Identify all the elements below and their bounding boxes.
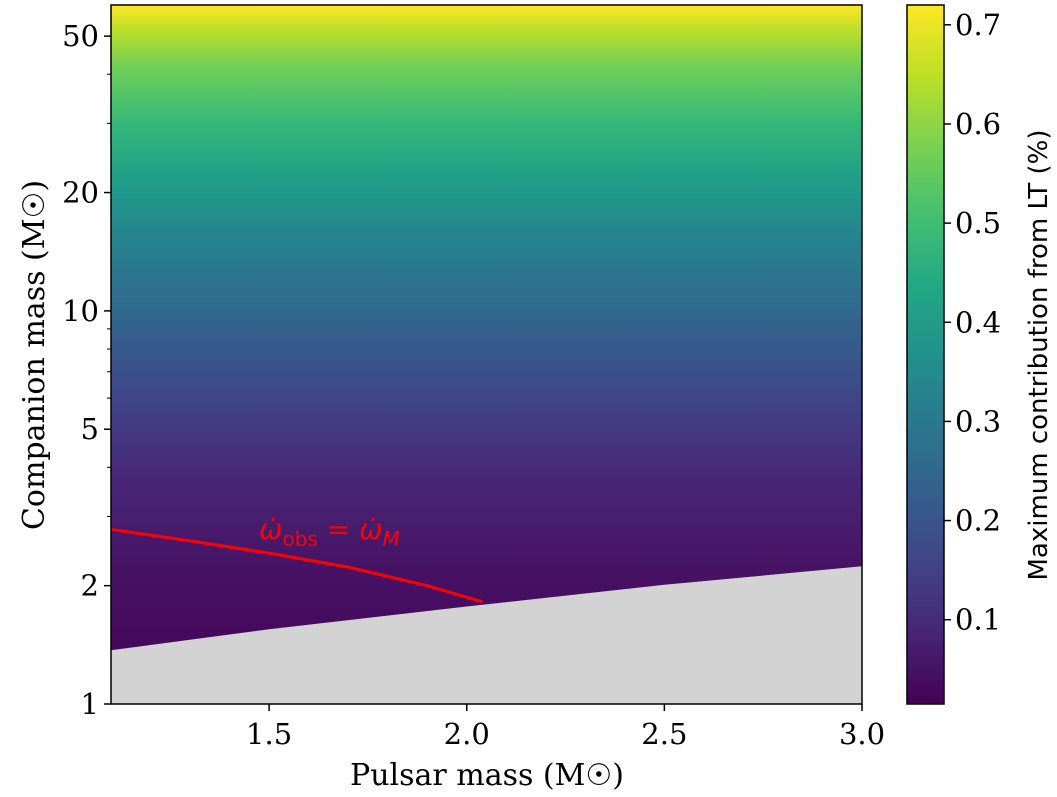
y-tick-label: 5	[81, 412, 99, 446]
y-tick-label: 1	[81, 687, 99, 721]
colorbar	[906, 4, 945, 705]
colorbar-tick-label: 0.5	[955, 206, 1001, 240]
colorbar-tick-label: 0.6	[955, 107, 1001, 141]
colorbar-tick-label: 0.4	[955, 305, 1001, 339]
colorbar-tick-label: 0.1	[955, 603, 1001, 637]
y-axis-label: Companion mass (M☉)	[17, 180, 52, 530]
x-tick-label: 1.5	[246, 717, 292, 751]
y-axis: 1 2 5 10 20 50	[62, 19, 111, 721]
x-axis-label: Pulsar mass (M☉)	[350, 758, 624, 793]
anno-sub-1: obs	[282, 527, 317, 551]
y-tick-label: 50	[62, 19, 99, 53]
anno-base-2: ω̇	[359, 513, 382, 546]
colorbar-tick-label: 0.3	[955, 404, 1001, 438]
plot-frame	[110, 4, 863, 705]
colorbar-tick-label: 0.7	[955, 8, 1001, 42]
curve-annotation: ω̇obs = ω̇M	[259, 513, 400, 551]
y-tick-label: 2	[81, 569, 99, 603]
x-tick-label: 2.0	[444, 717, 490, 751]
y-tick-label: 10	[62, 294, 99, 328]
colorbar-ticks: 0.1 0.2 0.3 0.4 0.5 0.6 0.7	[944, 8, 1001, 637]
anno-base-1: ω̇	[259, 513, 282, 546]
anno-sub-2: M	[383, 527, 400, 551]
colorbar-tick-label: 0.2	[955, 504, 1001, 538]
x-tick-label: 3.0	[839, 717, 885, 751]
colorbar-label: Maximum contribution from LT (%)	[1024, 129, 1054, 580]
series-line	[111, 527, 483, 604]
x-axis: 1.5 2.0 2.5 3.0	[246, 704, 885, 751]
anno-eq: =	[318, 513, 359, 546]
x-tick-label: 2.5	[641, 717, 687, 751]
y-tick-label: 20	[62, 176, 99, 210]
excluded-region	[111, 566, 862, 704]
